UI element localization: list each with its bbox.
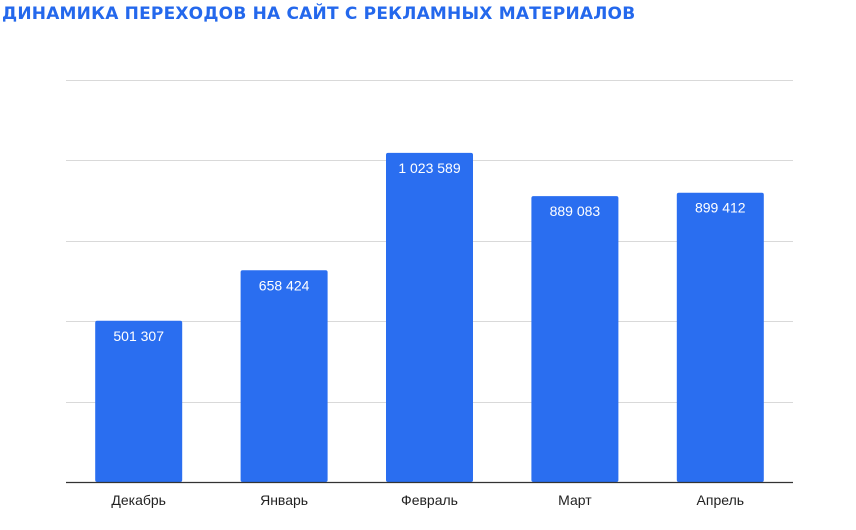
x-axis-tick-labels: Декабрь Январь Февраль Март Апрель bbox=[111, 492, 744, 508]
bar-value-labels: 501 307 658 424 1 023 589 889 083 899 412 bbox=[113, 160, 745, 344]
x-tick-label: Март bbox=[558, 492, 592, 508]
bar bbox=[240, 270, 328, 482]
bar bbox=[531, 196, 619, 482]
x-tick-label: Апрель bbox=[697, 492, 745, 508]
bar-value-label: 658 424 bbox=[259, 277, 310, 293]
bar bbox=[676, 192, 764, 483]
bar-value-label: 1 023 589 bbox=[398, 160, 460, 176]
bar bbox=[95, 320, 183, 482]
bar bbox=[386, 152, 473, 482]
bar-value-label: 899 412 bbox=[695, 200, 746, 216]
x-tick-label: Декабрь bbox=[111, 492, 166, 508]
chart-title: ДИНАМИКА ПЕРЕХОДОВ НА САЙТ С РЕКЛАМНЫХ М… bbox=[2, 4, 636, 24]
bars bbox=[95, 152, 764, 483]
bar-value-label: 889 083 bbox=[550, 203, 601, 219]
bar-value-label: 501 307 bbox=[113, 328, 164, 344]
x-tick-label: Январь bbox=[260, 492, 308, 508]
x-tick-label: Февраль bbox=[401, 492, 458, 508]
